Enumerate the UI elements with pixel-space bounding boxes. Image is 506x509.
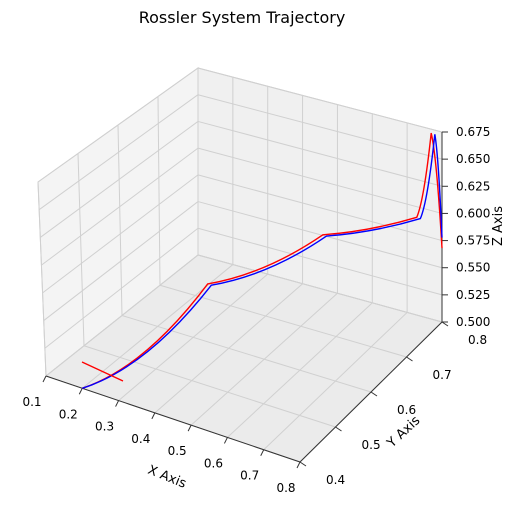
y-tick-label: 0.8 [468, 333, 487, 347]
z-gridline-back [197, 94, 443, 160]
x-tick [115, 400, 120, 407]
x-tick-label: 0.3 [95, 420, 114, 434]
tick-labels: 0.500 0.525 0.550 0.575 0.600 0.625 0.650 0.675… [22, 125, 490, 495]
y-tick [299, 461, 307, 467]
x-tick [187, 424, 192, 432]
z-axis-label: Z Axis [491, 206, 506, 246]
z-tick-label: 0.500 [456, 315, 490, 329]
y-tick [441, 321, 449, 327]
z-gridline-back [197, 227, 443, 296]
x-axis-label: X Axis [146, 463, 189, 492]
z-tick-label: 0.550 [456, 261, 490, 275]
y-tick [370, 391, 378, 397]
x-tick [296, 461, 301, 469]
z-gridline-back [197, 67, 443, 133]
y-tick [406, 356, 413, 362]
z-tick-label: 0.575 [456, 234, 490, 248]
z-tick-label: 0.625 [456, 179, 490, 193]
z-tick-label: 0.525 [456, 288, 490, 302]
z-tick-label: 0.650 [456, 152, 490, 166]
z-gridline-back [197, 201, 443, 269]
y-gridline-floor [197, 254, 443, 323]
x-tick [78, 388, 83, 395]
z-gridline-back [197, 174, 443, 242]
y-gridline-left [37, 181, 47, 377]
x-tick [223, 437, 228, 444]
z-gridline-back [197, 147, 443, 214]
y-tick-label: 0.7 [433, 368, 452, 382]
y-tick-label: 0.6 [397, 403, 416, 417]
axes [42, 131, 449, 469]
x-tick [42, 375, 47, 383]
x-tick [151, 412, 156, 420]
x-tick-label: 0.8 [276, 481, 295, 495]
y-gridline-floor [121, 315, 372, 393]
series [81, 132, 443, 389]
z-tick-label: 0.600 [456, 206, 490, 220]
y-tick-label: 0.5 [362, 438, 381, 452]
series-start-segment [81, 361, 124, 382]
x-tick-label: 0.4 [131, 432, 150, 446]
x-tick-label: 0.7 [240, 469, 259, 483]
y-gridline-left [157, 96, 161, 286]
y-gridline-left [77, 153, 85, 346]
x-tick-label: 0.2 [59, 407, 78, 421]
x-tick-label: 0.6 [204, 456, 223, 470]
x-tick-label: 0.5 [168, 444, 187, 458]
y-tick-label: 0.4 [326, 473, 345, 487]
y-gridline-floor [83, 345, 336, 428]
y-axis-line [299, 321, 443, 463]
series-line-1 [82, 134, 443, 389]
x-tick-label: 0.1 [22, 395, 41, 409]
chart-title: Rossler System Trajectory [138, 8, 346, 27]
z-tick-label: 0.675 [456, 125, 490, 139]
x-tick [260, 449, 265, 456]
z-gridline-back [197, 120, 443, 187]
y-tick [335, 426, 342, 432]
x-axis-line [45, 375, 301, 463]
y-gridline-left [117, 124, 123, 316]
series-line-0 [82, 132, 443, 389]
y-axis-label: Y Axis [384, 413, 424, 451]
